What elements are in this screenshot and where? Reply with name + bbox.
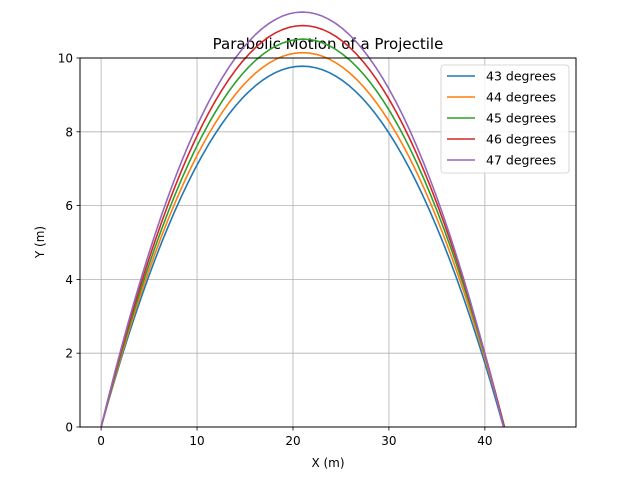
y-tick-label: 4: [65, 273, 73, 287]
series-line-44-degrees: [100, 51, 506, 428]
legend-label: 47 degrees: [486, 153, 556, 168]
y-tick-label: 0: [65, 421, 73, 435]
legend-label: 43 degrees: [486, 69, 556, 84]
x-tick-label: 30: [381, 434, 396, 448]
x-tick-label: 10: [189, 434, 204, 448]
y-tick-label: 2: [65, 347, 73, 361]
series-line-47-degrees: [100, 11, 505, 428]
y-tick-label: 10: [58, 52, 73, 66]
y-tick-label: 6: [65, 199, 73, 213]
axis-ticks: 0 10 20 30 40 0 2 4 6 8 10: [58, 52, 493, 449]
series-line-43-degrees: [100, 65, 505, 428]
legend-label: 45 degrees: [486, 111, 556, 126]
legend-label: 46 degrees: [486, 132, 556, 147]
x-tick-label: 0: [97, 434, 105, 448]
series-line-45-degrees: [100, 38, 506, 428]
x-tick-label: 40: [477, 434, 492, 448]
legend-box: [440, 64, 570, 174]
plot-frame: [79, 57, 577, 428]
legend: 43 degrees 44 degrees 45 degrees 46 degrees…: [440, 64, 570, 174]
x-axis-label: X (m): [311, 456, 344, 470]
y-axis-label: Y (m): [33, 226, 47, 259]
legend-label: 44 degrees: [486, 90, 556, 105]
series-lines: [100, 11, 506, 428]
series-line-46-degrees: [100, 24, 506, 428]
y-tick-label: 8: [65, 125, 73, 139]
x-tick-label: 20: [285, 434, 300, 448]
